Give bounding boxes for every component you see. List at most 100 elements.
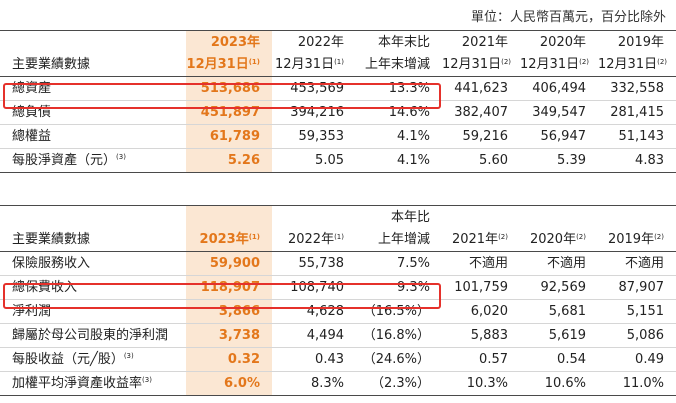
row-value-text: 92,569: [540, 280, 587, 295]
row-value-text: 4,628: [306, 304, 344, 319]
row-value-text: 不適用: [546, 256, 586, 271]
row-value-text: 332,558: [610, 81, 664, 96]
table-row: 總負債 451,897 394,216 14.6% 382,407 349,547 281,…: [0, 100, 676, 125]
row-label-text: 總權益: [12, 129, 52, 144]
header-cell: 2020年(2): [520, 229, 598, 252]
row-value-text: 87,907: [618, 280, 665, 295]
row-value-text: 7.5%: [396, 256, 430, 271]
row-value: 4,628: [272, 299, 356, 324]
header-cell: 2023年(1): [186, 229, 272, 252]
row-value: 118,907: [186, 275, 272, 300]
row-label-text: 每股淨資產（元）: [12, 153, 117, 168]
row-value-text: 55,738: [298, 256, 345, 271]
header-cell-text: 12月31日: [520, 57, 580, 72]
row-value: 92,569: [520, 275, 598, 300]
header-cell: 主要業績數據: [0, 54, 186, 77]
row-value: 不適用: [520, 251, 598, 276]
row-value: 61,789: [186, 124, 272, 149]
row-value: 56,947: [520, 124, 598, 149]
row-value-text: 382,407: [454, 105, 508, 120]
header-row-1: 本年比: [0, 205, 676, 229]
header-cell-text: 本年末比: [377, 35, 430, 50]
row-label-text: 總負債: [12, 105, 52, 120]
row-value: 59,900: [186, 251, 272, 276]
header-cell-note: (1): [334, 58, 344, 66]
header-cell-note: (1): [248, 58, 260, 66]
header-cell: [598, 205, 676, 229]
row-value: 5,151: [598, 299, 676, 324]
row-value: 6,020: [442, 299, 520, 324]
row-value-text: 0.57: [479, 352, 508, 367]
header-cell-text: 主要業績數據: [12, 232, 91, 247]
header-cell-text: 2021年: [451, 232, 499, 247]
row-value-text: 281,415: [610, 105, 664, 120]
row-value-text: 5.60: [479, 153, 508, 168]
row-value-text: 5,619: [548, 328, 586, 343]
header-cell: 2021年(2): [442, 229, 520, 252]
header-cell-text: 2023年: [210, 35, 260, 50]
row-value-text: 4.1%: [396, 153, 430, 168]
row-value-text: 9.3%: [396, 280, 430, 295]
row-value: 51,143: [598, 124, 676, 149]
row-value-text: 406,494: [532, 81, 586, 96]
row-value: 10.3%: [442, 371, 520, 396]
header-cell-note: (2): [501, 58, 512, 66]
row-value-text: 56,947: [540, 129, 587, 144]
header-cell-note: (2): [576, 233, 586, 241]
row-value: 13.3%: [356, 76, 442, 101]
header-cell: 12月31日(2): [442, 54, 520, 77]
row-value-text: 453,569: [290, 81, 344, 96]
header-cell: 本年比: [356, 205, 442, 229]
row-label-text: 淨利潤: [12, 304, 52, 319]
row-value: 4,494: [272, 323, 356, 348]
performance-table: 本年比 主要業績數據 2023年(1) 2022年(1) 上年增減 2021年(2) 202…: [0, 205, 676, 396]
row-label-note: (3): [142, 376, 152, 384]
header-cell: [186, 205, 272, 229]
header-cell: 2021年: [442, 30, 520, 54]
header-cell-text: 2020年: [529, 232, 577, 247]
header-cell: 主要業績數據: [0, 229, 186, 252]
header-row-2: 主要業績數據 12月31日(1) 12月31日(1) 上年末增減 12月31日(2) 12…: [0, 54, 676, 77]
header-cell: 2020年: [520, 30, 598, 54]
row-value: 3,738: [186, 323, 272, 348]
header-cell: 上年末增減: [356, 54, 442, 77]
row-value-text: 4.1%: [396, 129, 430, 144]
row-value: （16.5%）: [356, 299, 442, 324]
row-value: 不適用: [598, 251, 676, 276]
table-row: 總資產 513,686 453,569 13.3% 441,623 406,494 332,…: [0, 76, 676, 101]
row-label-text: 總資產: [12, 81, 52, 96]
header-cell-text: 2020年: [539, 35, 586, 50]
header-row-1: 2023年 2022年 本年末比 2021年 2020年 2019年: [0, 30, 676, 54]
row-value-text: （2.3%）: [370, 376, 430, 391]
table-row: 每股收益（元╱股）(3) 0.32 0.43 （24.6%） 0.57 0.54 0.49: [0, 347, 676, 372]
row-value: 0.54: [520, 347, 598, 372]
row-label-text: 歸屬於母公司股東的淨利潤: [12, 328, 169, 343]
row-value-text: 6.0%: [223, 376, 260, 391]
header-cell-text: 2023年: [199, 232, 249, 247]
header-cell: [442, 205, 520, 229]
header-cell-text: 本年比: [390, 210, 430, 225]
header-cell-text: 主要業績數據: [12, 57, 91, 72]
row-value: （16.8%）: [356, 323, 442, 348]
row-value: 55,738: [272, 251, 356, 276]
header-cell: 上年增減: [356, 229, 442, 252]
row-value: （2.3%）: [356, 371, 442, 396]
row-value-text: 441,623: [454, 81, 508, 96]
header-cell: [0, 30, 186, 54]
header-cell-note: (1): [248, 233, 260, 241]
header-cell-text: 上年末增減: [364, 57, 430, 72]
header-cell-text: 2019年: [617, 35, 664, 50]
row-value: 5.60: [442, 148, 520, 173]
row-value: 4.1%: [356, 148, 442, 173]
row-value: 5.39: [520, 148, 598, 173]
row-value-text: （24.6%）: [362, 352, 430, 367]
row-value: 394,216: [272, 100, 356, 125]
row-value: 5,619: [520, 323, 598, 348]
row-label: 淨利潤: [0, 299, 186, 324]
header-cell-text: 2019年: [607, 232, 655, 247]
row-value: 14.6%: [356, 100, 442, 125]
row-value: 281,415: [598, 100, 676, 125]
header-cell-text: 12月31日: [274, 57, 335, 72]
row-value-text: 10.6%: [544, 376, 586, 391]
row-value-text: （16.8%）: [362, 328, 430, 343]
